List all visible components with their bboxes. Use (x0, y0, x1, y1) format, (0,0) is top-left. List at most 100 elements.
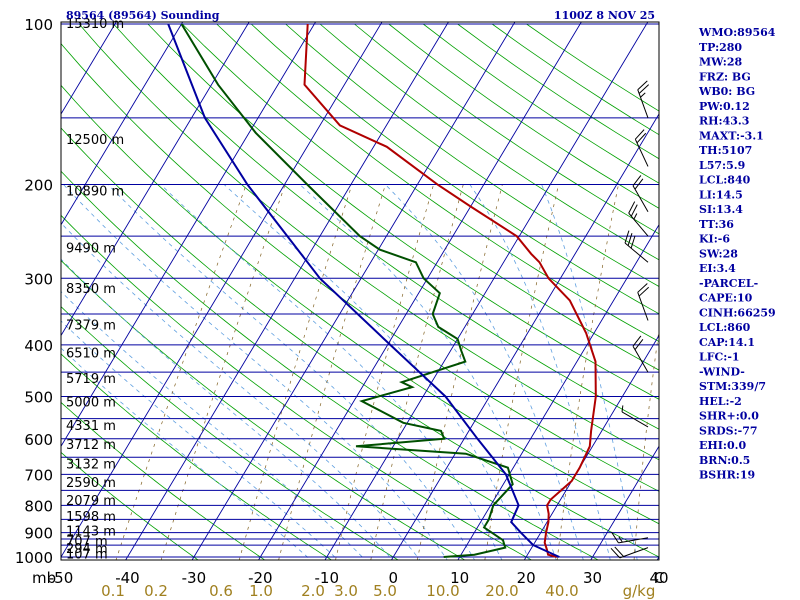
index-line: LI:14.5 (699, 188, 743, 201)
wind-barb-flag (637, 283, 648, 293)
index-line: PW:0.12 (699, 100, 750, 113)
height-label: 1598 m (66, 510, 116, 525)
pressure-tick-label: 400 (24, 337, 53, 355)
wind-barb-flag (632, 175, 642, 187)
wind-barb-staff (637, 292, 649, 321)
wind-barb-flag (634, 129, 645, 140)
isotherm (390, 113, 659, 560)
dry-adiabat (61, 401, 266, 560)
mixing-ratio-label: 20.0 (485, 582, 518, 600)
isotherm (457, 223, 659, 560)
parcel-profile (167, 23, 560, 558)
moist-adiabat (61, 347, 312, 560)
moist-adiabat (61, 290, 366, 560)
index-line: CAPE:10 (699, 292, 753, 305)
mixing-ratio-unit: g/kg (623, 582, 656, 600)
pressure-tick-label: 600 (24, 431, 53, 449)
index-line: STM:339/7 (699, 380, 766, 393)
temp-tick-label: -50 (49, 569, 74, 587)
height-label: 4331 m (66, 419, 116, 434)
moist-adiabat (385, 184, 584, 560)
temp-tick-label: 40 (649, 569, 668, 587)
index-line: -PARCEL- (699, 277, 758, 290)
height-label: 8350 m (66, 282, 116, 297)
wind-barb-flag (610, 547, 621, 559)
dry-adiabat (319, 23, 659, 261)
index-line: LCL:860 (699, 321, 751, 334)
mixing-ratio-line (633, 327, 659, 560)
height-label: 9490 m (66, 242, 116, 257)
height-label: 3712 m (66, 438, 116, 453)
dry-adiabat (113, 23, 659, 430)
wind-barb-flag (638, 84, 650, 94)
temp-tick-label: -30 (182, 569, 207, 587)
dry-adiabat (61, 214, 533, 560)
index-line: LCL:840 (699, 174, 751, 187)
dry-adiabat (491, 23, 659, 136)
temp-tick-label: 20 (517, 569, 536, 587)
isotherm (61, 22, 184, 226)
wind-barb-staff (634, 138, 649, 167)
dewpoint-profile (180, 23, 514, 558)
wind-barb (624, 230, 649, 263)
wind-barb (610, 546, 649, 559)
mixing-ratio-line (484, 184, 559, 560)
wind-barb (632, 175, 649, 212)
moist-adiabat (61, 320, 339, 560)
wind-barb-staff (632, 345, 649, 373)
height-label: 5719 m (66, 372, 116, 387)
wind-barb-flag (630, 204, 638, 217)
index-line: KI:-6 (699, 233, 730, 246)
dry-adiabat (61, 42, 659, 492)
isotherm (61, 22, 383, 558)
moist-adiabat (61, 222, 421, 560)
index-line: L57:5.9 (699, 159, 745, 172)
wind-barb-staff (632, 185, 649, 212)
height-label: 2079 m (66, 494, 116, 509)
pressure-tick-label: 100 (24, 16, 53, 34)
dry-adiabat (285, 23, 659, 287)
wind-barb-flag (624, 230, 630, 244)
height-label: 2590 m (66, 476, 116, 491)
index-line: CINH:66259 (699, 306, 776, 319)
dry-adiabat (61, 170, 600, 560)
mixing-ratio-label: 40.0 (545, 582, 578, 600)
moist-adiabat (61, 258, 394, 560)
mixing-ratio-line (115, 184, 247, 560)
index-line: WB0: BG (698, 85, 755, 98)
wind-barb-half-flag (640, 92, 646, 98)
pressure-axis-label: mb (32, 569, 56, 587)
wind-barb-flag (634, 178, 644, 190)
index-line: SI:13.4 (699, 203, 743, 216)
index-line: RH:43.3 (699, 115, 749, 128)
chart-datetime: 1100Z 8 NOV 25 (554, 9, 655, 22)
index-line: MW:28 (699, 56, 742, 69)
mixing-ratio-line (160, 184, 286, 560)
height-label: 15310 m (66, 17, 124, 32)
index-line: MAXT:-3.1 (699, 129, 764, 142)
height-label: 107 m (66, 548, 108, 563)
pressure-tick-label: 700 (24, 466, 53, 484)
index-line: EI:3.4 (699, 262, 736, 275)
index-line: BSHR:19 (699, 469, 755, 482)
index-line: BRN:0.5 (699, 454, 750, 467)
mixing-ratio-line (238, 184, 353, 560)
isotherm (590, 445, 659, 560)
dry-adiabat (216, 23, 659, 343)
height-label: 12500 m (66, 133, 124, 148)
wind-barb (628, 201, 649, 237)
index-line: TT:36 (699, 218, 734, 231)
pressure-tick-label: 1000 (15, 549, 53, 567)
temp-tick-label: -20 (248, 569, 273, 587)
mixing-ratio-label: 0.2 (144, 582, 168, 600)
wind-barb-flag (637, 80, 648, 91)
isotherm (61, 22, 250, 337)
height-label: 294 m (66, 542, 108, 557)
height-label: 5000 m (66, 395, 116, 410)
index-line: -WIND- (699, 365, 745, 378)
dry-adiabat (147, 23, 659, 400)
temp-corner-label: C (654, 569, 664, 587)
height-label: 7379 m (66, 319, 116, 334)
